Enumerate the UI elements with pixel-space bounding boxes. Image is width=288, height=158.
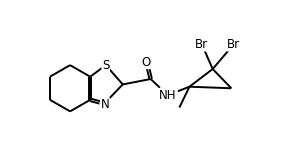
Text: S: S <box>102 59 109 72</box>
Text: N: N <box>101 98 109 111</box>
Text: Br: Br <box>195 38 209 51</box>
Text: O: O <box>141 56 151 69</box>
Text: NH: NH <box>159 89 177 102</box>
Text: Br: Br <box>227 38 240 51</box>
